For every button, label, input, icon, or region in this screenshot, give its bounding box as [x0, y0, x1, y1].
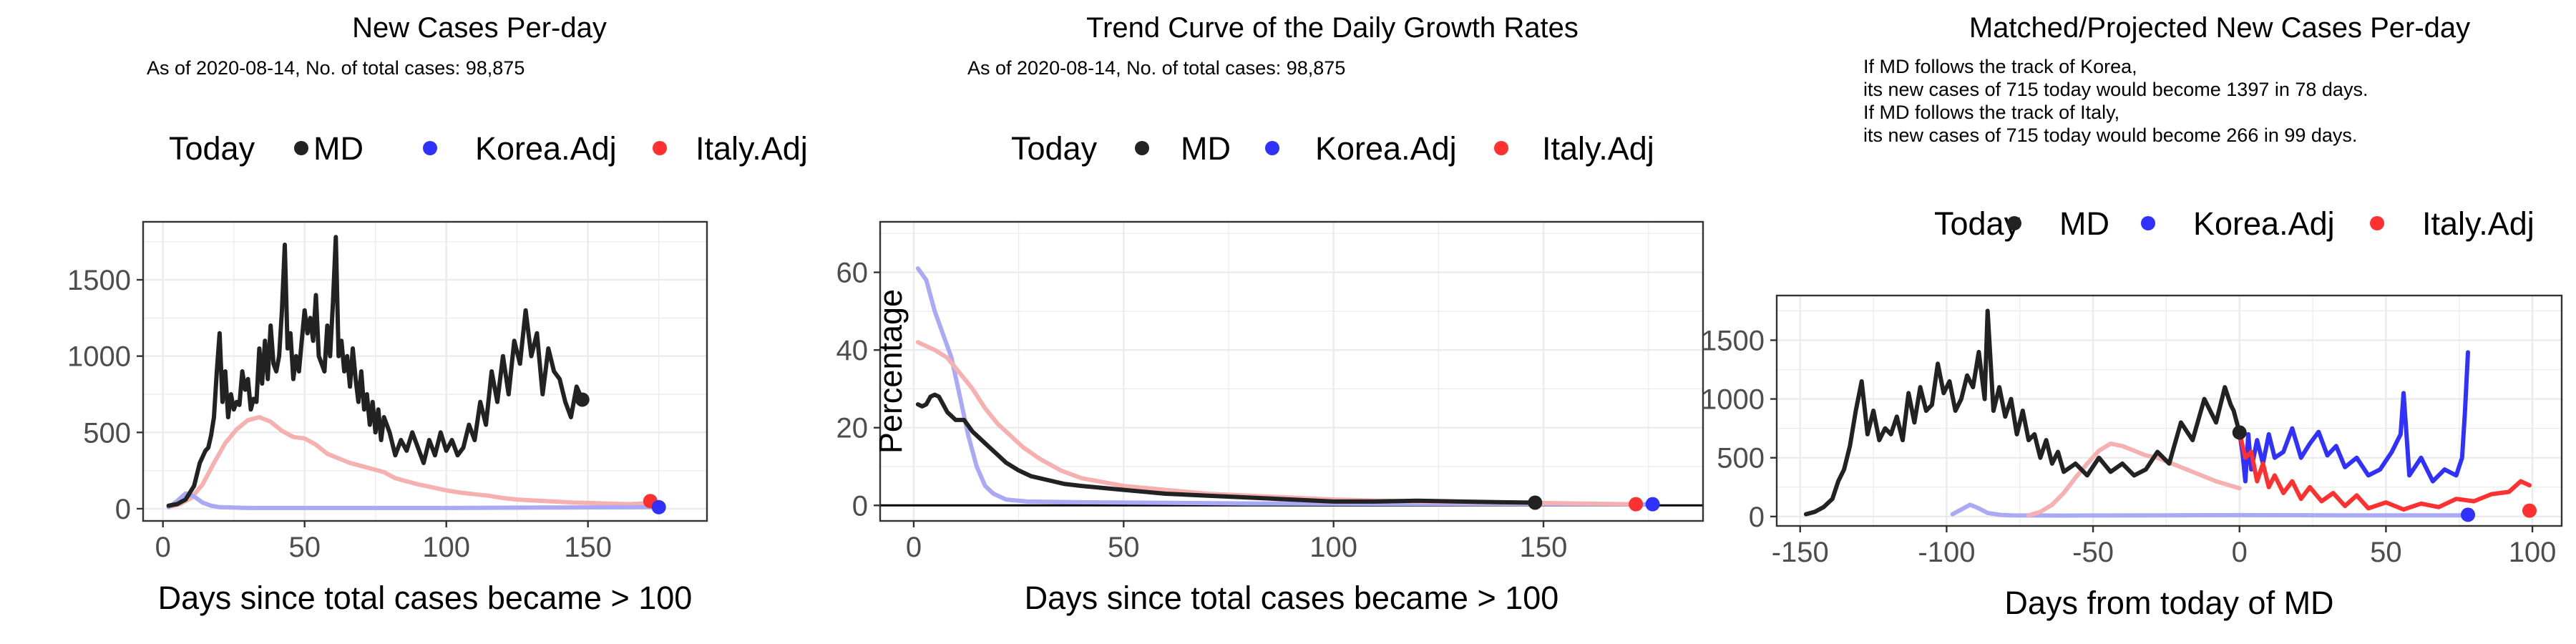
series-line-italy-adj-faded [915, 340, 1639, 507]
x-tick-label: -50 [2072, 537, 2114, 568]
legend-key-korea-adj [1265, 141, 1279, 155]
x-tick-label: 0 [906, 532, 922, 563]
y-tick-label: 0 [1749, 502, 1765, 533]
legend-key-italy-adj [653, 141, 667, 155]
x-tick-label: 150 [564, 532, 612, 563]
y-tick-label: 60 [836, 258, 869, 289]
y-tick-label: 1500 [67, 265, 131, 296]
x-tick-label: -100 [1918, 537, 1975, 568]
y-tick-label: 1500 [1701, 325, 1765, 356]
legend-label: MD [1181, 130, 1231, 167]
x-tick-label: -150 [1772, 537, 1829, 568]
x-axis-label: Days since total cases became > 100 [158, 580, 693, 616]
y-axis-label: Percentage [872, 289, 909, 454]
x-tick-label: 100 [1309, 532, 1357, 563]
series-line-italy-adj-faded [166, 415, 655, 509]
chart-subtitle-line: If MD follows the track of Korea, [1863, 56, 2137, 77]
chart-title: New Cases Per-day [352, 12, 607, 44]
x-tick-label: 50 [1108, 532, 1140, 563]
legend-key-korea-adj [2141, 216, 2155, 230]
chart-subtitle-line: As of 2020-08-14, No. of total cases: 98… [967, 57, 1345, 79]
chart-subtitle-line: its new cases of 715 today would become … [1863, 125, 2357, 146]
y-tick-label: 500 [83, 417, 131, 449]
x-tick-label: 50 [2370, 537, 2402, 568]
legend-key-md [1135, 141, 1149, 155]
chart-panel-2: Trend Curve of the Daily Growth Rates As … [836, 12, 1704, 616]
x-tick-label: 100 [2509, 537, 2557, 568]
grid [1777, 296, 2562, 526]
chart-subtitle-line: If MD follows the track of Italy, [1863, 102, 2119, 123]
legend: Today MD Korea.Adj Italy.Adj [1011, 130, 1654, 167]
series-line-korea-adj [2237, 350, 2470, 484]
legend-key-md [2007, 216, 2021, 230]
y-tick-label: 1000 [1701, 384, 1765, 416]
today-point-md [1528, 495, 1543, 510]
legend-title: Today [1011, 130, 1098, 167]
grid [880, 222, 1703, 521]
series-line-korea-adj-faded [915, 266, 1655, 507]
legend-label: Italy.Adj [2422, 205, 2534, 242]
legend-key-md [294, 141, 308, 155]
panel-border [142, 220, 708, 522]
x-tick-label: 0 [155, 532, 171, 563]
chart-panel-3: Matched/Projected New Cases Per-day If MD… [1701, 12, 2563, 621]
legend-key-korea-adj [423, 141, 437, 155]
y-tick-label: 0 [852, 490, 868, 522]
y-tick-label: 500 [1717, 443, 1765, 474]
series-line-md [1803, 308, 2242, 517]
x-tick-label: 50 [288, 532, 321, 563]
series-line-italy-adj [2237, 430, 2532, 512]
legend-label: Korea.Adj [1315, 130, 1457, 167]
y-tick-label: 20 [836, 413, 869, 444]
panel-border [1775, 294, 2563, 527]
legend-title: Today [1934, 205, 2021, 242]
grid [143, 222, 707, 521]
legend-label: Korea.Adj [475, 130, 617, 167]
x-axis-label: Days since total cases became > 100 [1025, 580, 1559, 616]
x-tick-label: 0 [2232, 537, 2248, 568]
chart-title: Trend Curve of the Daily Growth Rates [1086, 12, 1579, 44]
legend-label: Italy.Adj [1542, 130, 1654, 167]
today-point-italy-adj [2522, 503, 2537, 518]
series-line-italy-adj-faded [2026, 441, 2242, 518]
x-tick-label: 100 [422, 532, 470, 563]
legend-label: Italy.Adj [696, 130, 808, 167]
chart-panel-1: New Cases Per-day As of 2020-08-14, No. o… [67, 12, 808, 616]
legend: Today MD Korea.Adj Italy.Adj [169, 130, 808, 167]
legend-key-italy-adj [2370, 216, 2384, 230]
panel-border [879, 220, 1704, 522]
legend: Today MD Korea.Adj Italy.Adj [1934, 205, 2534, 242]
legend-label: Korea.Adj [2193, 205, 2335, 242]
series-line-md [915, 392, 1538, 505]
chart-subtitle-line: As of 2020-08-14, No. of total cases: 98… [147, 57, 525, 79]
x-axis-label: Days from today of MD [2004, 585, 2333, 621]
today-point-korea-adj [1645, 497, 1660, 512]
chart-subtitle-line: its new cases of 715 today would become … [1863, 79, 2368, 100]
y-tick-label: 1000 [67, 341, 131, 373]
legend-title: Today [169, 130, 255, 167]
today-point-md [2232, 425, 2247, 440]
y-tick-label: 0 [115, 494, 131, 525]
today-point-md [575, 392, 590, 407]
legend-label: MD [2059, 205, 2109, 242]
x-tick-label: 150 [1520, 532, 1568, 563]
legend-label: MD [313, 130, 364, 167]
today-point-korea-adj [651, 499, 666, 514]
series-line-md [166, 235, 585, 508]
legend-key-italy-adj [1494, 141, 1508, 155]
y-tick-label: 40 [836, 335, 869, 366]
today-point-italy-adj [1629, 497, 1644, 512]
chart-title: Matched/Projected New Cases Per-day [1969, 12, 2470, 44]
series-line-korea-adj-faded [1950, 502, 2470, 518]
today-point-korea-adj [2461, 507, 2476, 522]
series-line-korea-adj-faded [166, 491, 661, 510]
